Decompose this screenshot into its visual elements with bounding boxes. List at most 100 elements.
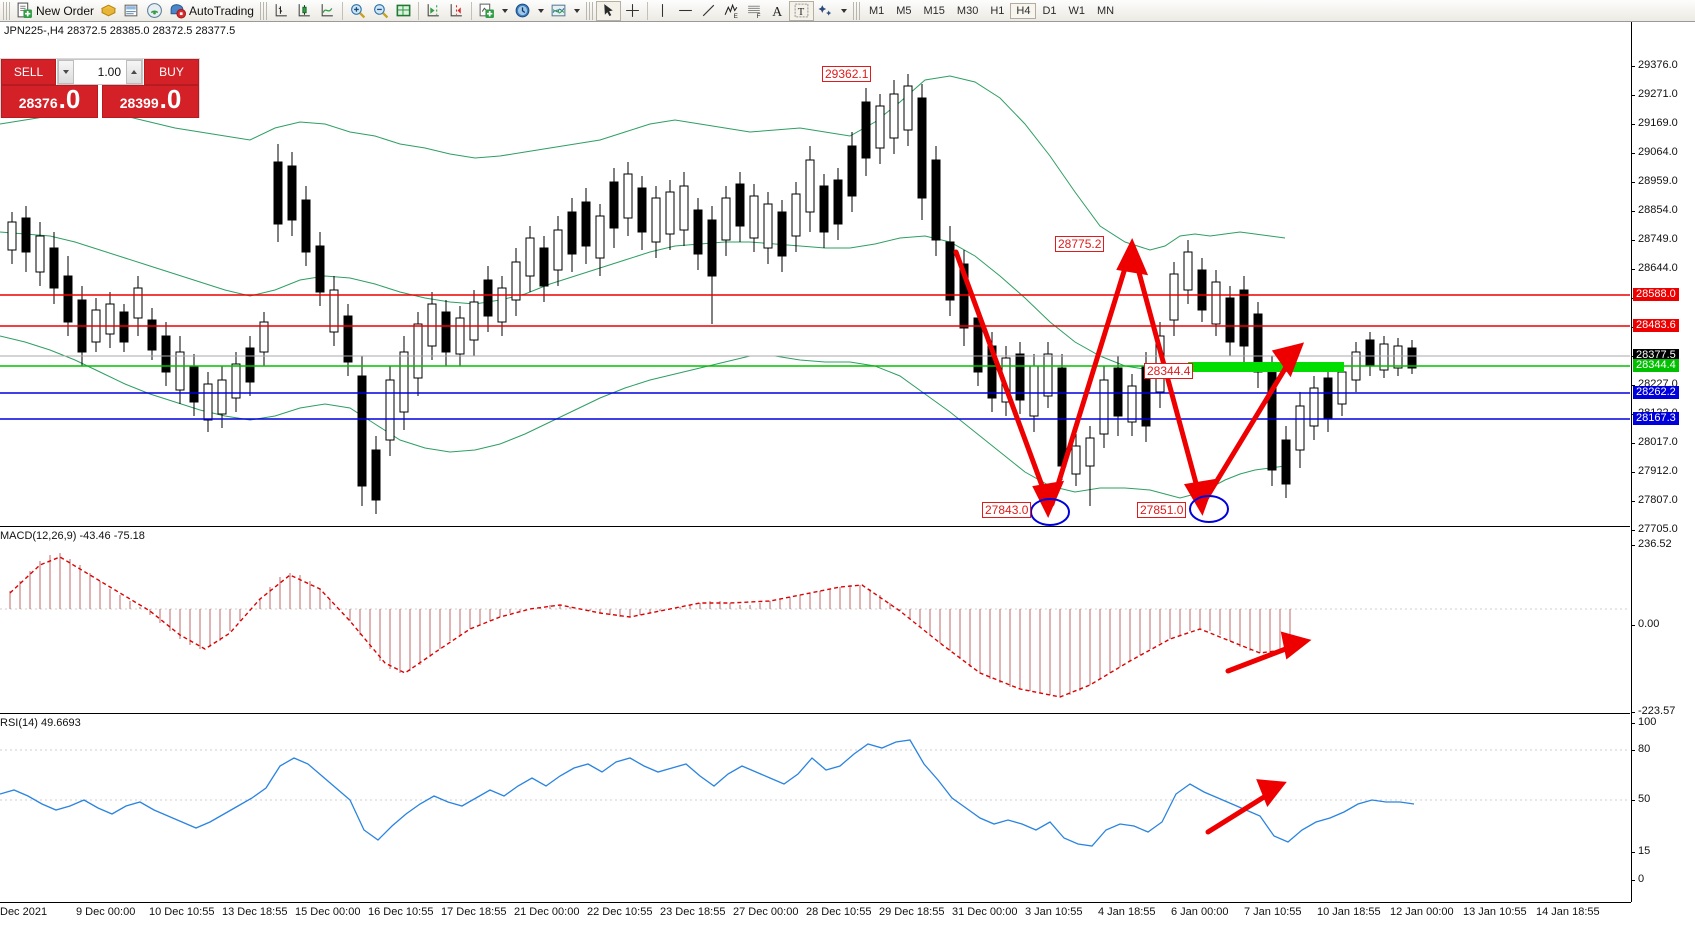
annotation-swing-low-27851[interactable]: 27851.0 [1137, 502, 1187, 518]
shift-end-button[interactable] [422, 1, 445, 21]
timeframe-m1[interactable]: M1 [868, 4, 885, 17]
data-window-button[interactable] [97, 1, 120, 21]
timeframe-w1[interactable]: W1 [1068, 4, 1086, 17]
timeframe-m5[interactable]: M5 [896, 4, 912, 17]
volume-decrement-button[interactable] [58, 60, 74, 84]
indicators-icon [551, 4, 566, 17]
toolbar-separator-2 [417, 1, 419, 20]
time-tick-13: 31 Dec 00:00 [952, 906, 1018, 918]
sell-price-decimal: .0 [58, 84, 81, 114]
toolbar-grip-4[interactable] [852, 1, 860, 20]
crosshair-button[interactable] [621, 1, 644, 21]
one-click-trading-panel[interactable]: SELL 1.00 BUY 28376 .0 28399 .0 [0, 58, 200, 118]
chart-window[interactable]: JPN225-,H4 28372.5 28385.0 28372.5 28377… [0, 22, 1695, 949]
time-tick-7: 21 Dec 00:00 [514, 906, 580, 918]
period-dropdown[interactable] [534, 2, 547, 20]
text-button[interactable]: T [788, 0, 814, 21]
indicators-button[interactable] [547, 1, 570, 21]
time-tick-17: 7 Jan 10:55 [1244, 906, 1302, 918]
volume-field[interactable]: 1.00 [57, 59, 143, 85]
time-tick-0: Dec 2021 [0, 906, 48, 918]
new-order-button[interactable]: New Order [13, 1, 97, 21]
toolbar-grip-3[interactable] [585, 1, 593, 20]
price-level-label-support-green[interactable]: 28344.4 [1633, 359, 1679, 372]
text-label-button[interactable]: A [766, 1, 789, 21]
period-button[interactable] [511, 1, 534, 21]
price-level-label-resistance[interactable]: 28588.0 [1633, 288, 1679, 301]
buy-price-decimal: .0 [159, 84, 182, 114]
text-label-icon: A [772, 4, 782, 19]
time-tick-10: 27 Dec 00:00 [733, 906, 799, 918]
bar-chart-button[interactable] [270, 1, 293, 21]
elliott-wave-icon: E [724, 3, 738, 19]
objects-dropdown[interactable] [837, 2, 850, 20]
price-level-label-last-price[interactable]: 28377.5 [1633, 349, 1679, 362]
indicators-dropdown[interactable] [570, 2, 583, 20]
zoom-out-button[interactable] [369, 1, 392, 21]
annotation-swing-high-28775[interactable]: 28775.2 [1055, 236, 1105, 252]
buy-price[interactable]: 28399 .0 [102, 85, 199, 118]
cursor-button[interactable] [595, 0, 621, 21]
buy-button[interactable]: BUY [144, 59, 199, 85]
horizontal-line-button[interactable] [674, 1, 697, 21]
signals-button[interactable] [143, 1, 166, 21]
rsi-plot[interactable] [0, 718, 1630, 878]
timeframe-d1[interactable]: D1 [1042, 4, 1057, 17]
sell-price[interactable]: 28376 .0 [1, 85, 98, 118]
navigator-button[interactable] [120, 1, 143, 21]
macd-plot[interactable] [0, 531, 1630, 711]
price-level-label-resistance[interactable]: 28483.6 [1633, 319, 1679, 332]
panel-divider-1 [0, 526, 1630, 527]
signals-icon [147, 3, 162, 18]
price-tick-29376-0: 29376.0 [1632, 59, 1678, 71]
vertical-line-button[interactable] [651, 1, 674, 21]
volume-value[interactable]: 1.00 [74, 60, 126, 84]
new-chart-dropdown[interactable] [498, 2, 511, 20]
timeframe-mn[interactable]: MN [1097, 4, 1115, 17]
toolbar-separator-4 [646, 1, 648, 20]
oct-price-row: 28376 .0 28399 .0 [1, 85, 199, 118]
marker-circle-low-2 [1189, 495, 1229, 523]
annotation-swing-high-29362[interactable]: 29362.1 [822, 66, 872, 82]
new-chart-icon [479, 3, 494, 18]
rsi-tick-100: 100 [1632, 716, 1656, 728]
objects-button[interactable] [814, 1, 837, 21]
price-level-label-support-blue[interactable]: 28262.2 [1633, 386, 1679, 399]
toolbar-grip[interactable] [3, 1, 10, 20]
price-chart-plot[interactable]: 29362.1 28775.2 28344.4 27843.0 27851.0 [0, 36, 1630, 526]
elliott-wave-button[interactable]: E [720, 1, 743, 21]
line-chart-button[interactable] [316, 1, 339, 21]
annotation-swing-low-27843[interactable]: 27843.0 [982, 502, 1032, 518]
new-order-label: New Order [36, 3, 95, 18]
rsi-svg [0, 739, 1630, 847]
rsi-line [0, 739, 1415, 847]
autotrading-button[interactable]: AutoTrading [166, 1, 257, 21]
new-chart-button[interactable] [475, 1, 498, 21]
price-axis[interactable]: 29376.0 29271.0 29169.0 29064.0 28959.0 28854… [1631, 22, 1695, 902]
sell-button[interactable]: SELL [1, 59, 56, 85]
annotation-level-28344[interactable]: 28344.4 [1144, 363, 1194, 379]
timeframe-m30[interactable]: M30 [956, 4, 979, 17]
trendline-button[interactable] [697, 1, 720, 21]
grid-button[interactable] [392, 1, 415, 21]
zoom-in-button[interactable] [346, 1, 369, 21]
volume-increment-button[interactable] [126, 60, 142, 84]
time-axis[interactable]: Dec 2021 9 Dec 00:00 10 Dec 10:55 13 Dec 18… [0, 902, 1631, 924]
text-icon: T [794, 3, 809, 18]
rsi-panel-title: RSI(14) 49.6693 [0, 717, 81, 729]
toolbar-separator-3 [470, 1, 472, 20]
price-tick-28644-0: 28644.0 [1632, 262, 1678, 274]
timeframe-m15[interactable]: M15 [923, 4, 945, 17]
zoom-out-icon [374, 4, 389, 19]
objects-icon [818, 5, 832, 16]
autotrading-label: AutoTrading [189, 3, 254, 18]
time-tick-3: 13 Dec 18:55 [222, 906, 288, 918]
fibonacci-button[interactable]: F [743, 1, 766, 21]
price-level-label-support-blue[interactable]: 28167.3 [1633, 412, 1679, 425]
auto-scroll-button[interactable] [445, 1, 468, 21]
timeframe-h4[interactable]: H4 [1010, 2, 1037, 19]
toolbar-grip-2[interactable] [259, 1, 267, 20]
candlestick-chart-button[interactable] [293, 1, 316, 21]
timeframe-h1[interactable]: H1 [990, 4, 1005, 17]
oct-price-gap [98, 85, 102, 118]
